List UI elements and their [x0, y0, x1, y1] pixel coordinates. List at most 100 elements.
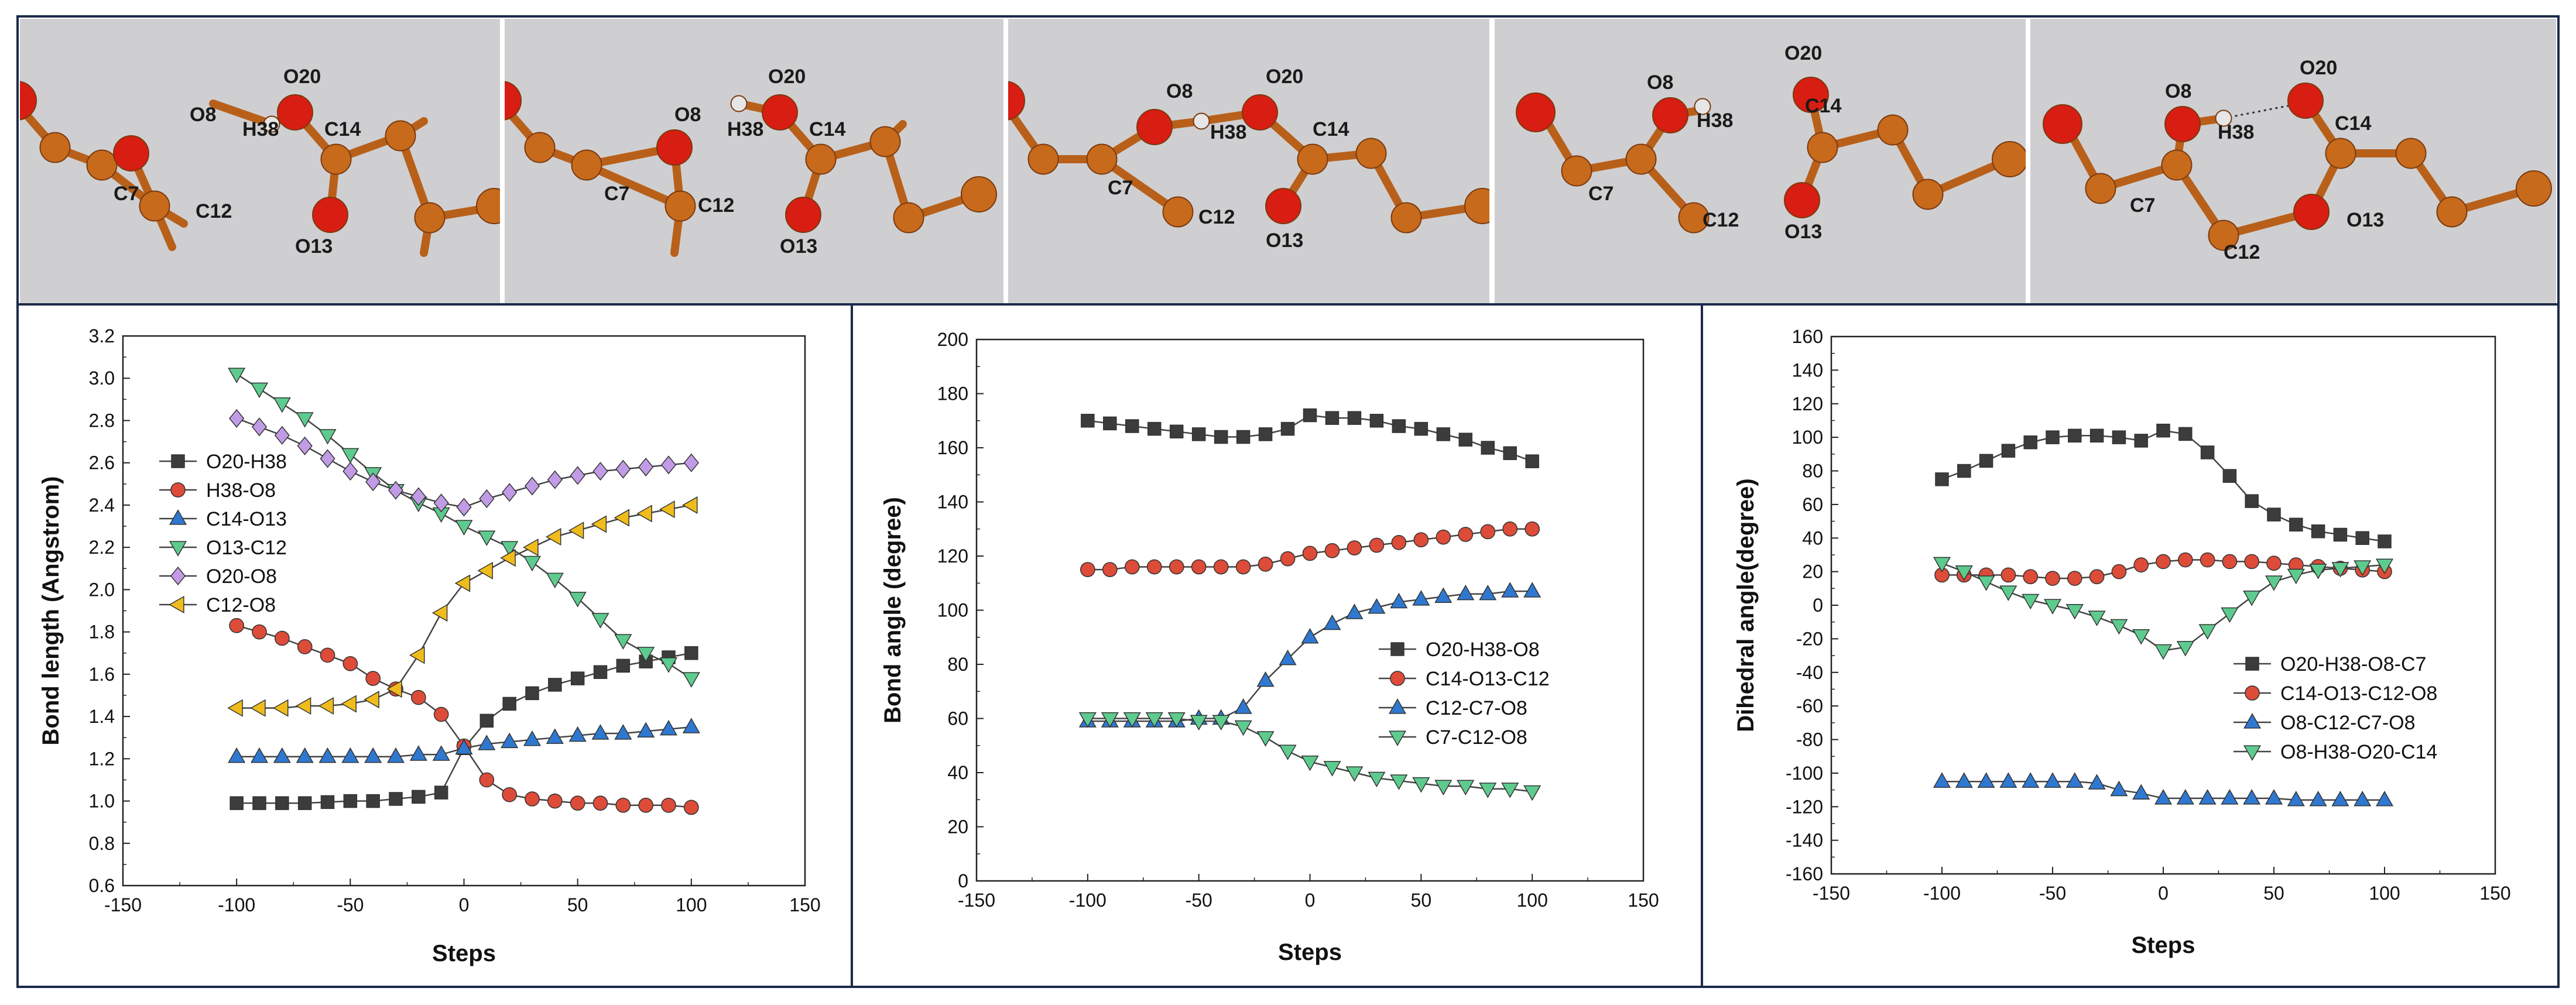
data-point	[2265, 575, 2283, 591]
legend-marker	[171, 454, 185, 468]
y-axis-label: Bond angle (degree)	[880, 497, 906, 723]
data-point	[2200, 445, 2215, 459]
legend-label: O13-C12	[206, 537, 287, 559]
data-point	[433, 706, 449, 722]
data-point	[1525, 521, 1540, 537]
carbon-atom	[1877, 114, 1909, 146]
data-point	[1213, 559, 1229, 575]
atom-label-c12: C12	[2224, 241, 2260, 263]
data-point	[386, 747, 405, 763]
data-point	[568, 522, 584, 540]
carbon-atom	[1027, 143, 1059, 175]
x-axis-label: Steps	[1278, 939, 1342, 965]
data-point	[250, 382, 269, 399]
data-point	[2000, 567, 2016, 583]
data-point	[2176, 641, 2194, 657]
data-point	[1191, 559, 1207, 575]
data-point	[2110, 780, 2128, 797]
legend-marker	[2243, 713, 2262, 729]
data-point	[1324, 543, 1340, 558]
data-point	[250, 699, 266, 717]
bond	[583, 161, 684, 210]
x-tick-label: 100	[2369, 883, 2400, 904]
atom-label-o8: O8	[190, 104, 216, 126]
data-point	[1390, 774, 1408, 790]
atom-label-c7: C7	[114, 183, 139, 205]
data-point	[252, 796, 266, 810]
atom-label-h38: H38	[727, 118, 763, 140]
data-point	[477, 561, 493, 579]
data-point	[2222, 554, 2238, 570]
y-tick-label: 20	[1802, 561, 1823, 582]
x-tick-label: 50	[567, 894, 588, 915]
y-tick-label: 3.2	[89, 325, 115, 347]
data-point	[1323, 614, 1341, 630]
data-point	[1999, 585, 2017, 601]
data-point	[2333, 527, 2348, 542]
atom-label-h38: H38	[2218, 121, 2254, 143]
data-point	[1392, 419, 1406, 433]
data-point	[2289, 517, 2303, 532]
data-point	[2088, 774, 2106, 790]
data-point	[659, 719, 678, 736]
carbon-atom	[571, 149, 602, 181]
oxygen-atom	[656, 129, 693, 166]
data-point	[1412, 777, 1430, 793]
data-point	[2309, 790, 2327, 807]
y-tick-label: -60	[1796, 695, 1823, 716]
data-point	[2243, 789, 2261, 805]
carbon-atom	[414, 202, 446, 234]
data-point	[570, 795, 585, 811]
data-point	[2311, 524, 2325, 538]
data-point	[568, 592, 587, 608]
data-point	[273, 747, 291, 763]
carbon-atom	[805, 143, 837, 175]
data-point	[296, 747, 314, 763]
carbon-atom	[385, 120, 416, 152]
data-point	[2110, 619, 2128, 635]
series-o20-h38-o8	[1081, 408, 1539, 468]
charts-row: 0.6 0.8 1.0 1.2 1.4 1.6 1.8 2.0 2.2 2.4 2.6 2.8 3.0 3…	[38, 325, 2511, 966]
data-point	[1169, 559, 1184, 575]
y-tick-label: 2.8	[89, 410, 115, 431]
y-tick-label: 0.6	[89, 875, 115, 896]
data-point	[1234, 698, 1252, 714]
y-tick-label: 1.6	[89, 664, 115, 685]
carbon-atom	[1912, 179, 1944, 210]
data-point	[2354, 560, 2372, 576]
data-point	[1191, 427, 1206, 441]
legend-marker	[169, 541, 187, 557]
data-point	[2134, 434, 2148, 448]
data-point	[683, 800, 699, 815]
atom-label-o13: O13	[1784, 221, 1822, 243]
data-point	[2243, 591, 2261, 606]
data-point	[1369, 414, 1384, 428]
data-point	[454, 574, 471, 592]
atom-label-c12: C12	[698, 194, 734, 217]
legend-label: C12-O8	[206, 594, 276, 616]
legend-label: O20-H38	[206, 451, 287, 473]
legend-label: C12-C7-O8	[1426, 697, 1527, 719]
carbon-atom	[1390, 202, 1422, 234]
data-point	[2132, 629, 2150, 645]
data-point	[252, 624, 267, 640]
atom-label-o13: O13	[2347, 209, 2384, 231]
snapshot-panel-1: O8 H38 O20 C14 C7 C12 O13	[20, 19, 500, 303]
data-point	[614, 634, 632, 650]
oxygen-atom	[1793, 77, 1829, 113]
data-point	[2022, 594, 2040, 610]
data-point	[1236, 430, 1251, 444]
y-tick-label: 1.8	[89, 622, 115, 643]
oxygen-atom	[1784, 182, 1820, 218]
data-point	[568, 726, 587, 742]
carbon-atom	[2395, 138, 2427, 169]
data-point	[479, 772, 495, 788]
data-point	[1503, 446, 1517, 460]
x-tick-label: -150	[958, 890, 995, 911]
data-point	[364, 691, 379, 709]
data-point	[341, 747, 359, 763]
y-tick-label: 0.8	[89, 833, 115, 854]
carbon-atom	[664, 190, 696, 222]
data-point	[478, 530, 496, 546]
oxygen-atom	[113, 135, 149, 171]
